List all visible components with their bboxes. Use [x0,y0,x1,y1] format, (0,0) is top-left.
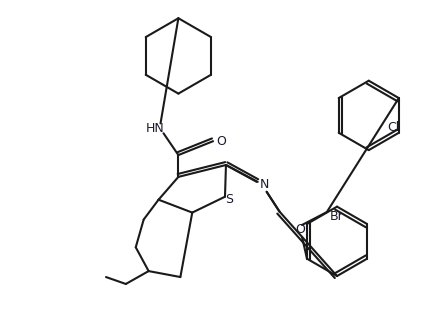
Text: Br: Br [330,210,344,223]
Text: N: N [260,178,269,191]
Text: Cl: Cl [388,121,400,134]
Text: O: O [216,135,226,148]
Text: O: O [295,223,305,236]
Text: HN: HN [146,122,165,135]
Text: S: S [225,193,233,206]
